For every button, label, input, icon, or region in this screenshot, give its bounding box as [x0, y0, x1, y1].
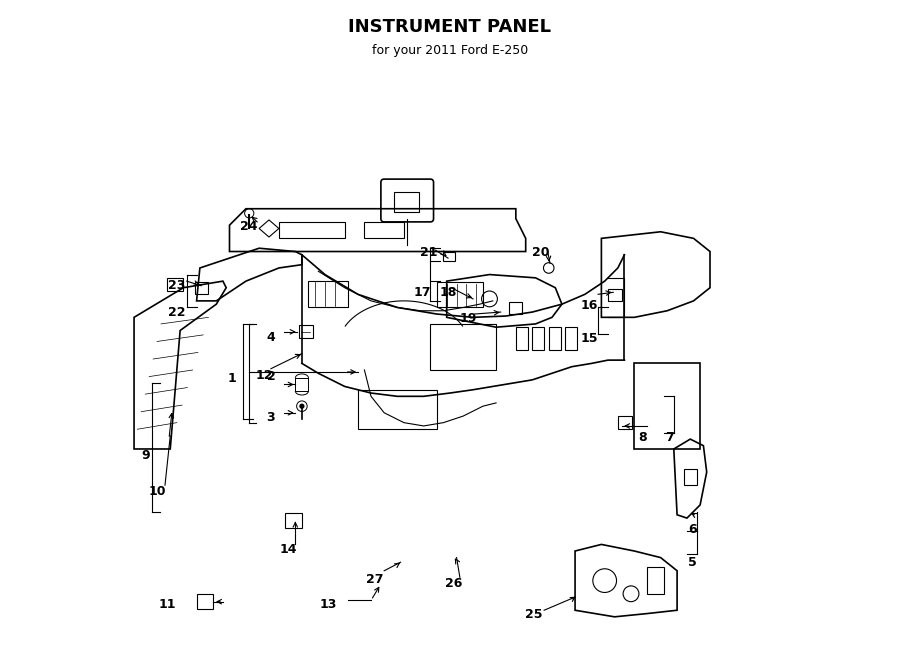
Text: 12: 12: [256, 369, 273, 382]
Bar: [444, 252, 455, 261]
Bar: [647, 567, 664, 594]
Text: 25: 25: [525, 608, 543, 621]
Bar: [436, 282, 483, 307]
Bar: [430, 324, 496, 370]
Bar: [565, 327, 577, 350]
Text: INSTRUMENT PANEL: INSTRUMENT PANEL: [348, 18, 552, 36]
Text: 9: 9: [141, 449, 150, 462]
Text: 5: 5: [688, 556, 697, 568]
Text: 13: 13: [320, 598, 337, 611]
Text: for your 2011 Ford E-250: for your 2011 Ford E-250: [372, 44, 528, 57]
Text: 6: 6: [688, 523, 697, 536]
Bar: [617, 416, 633, 429]
Text: 18: 18: [440, 286, 457, 299]
Bar: [194, 282, 208, 294]
Text: 17: 17: [414, 286, 431, 299]
Text: 16: 16: [580, 299, 598, 312]
Bar: [299, 325, 313, 338]
Text: 23: 23: [168, 279, 185, 292]
Text: 8: 8: [638, 430, 646, 444]
Text: 27: 27: [365, 573, 383, 586]
Bar: [608, 289, 623, 301]
Bar: [167, 278, 184, 291]
Text: 24: 24: [240, 220, 258, 233]
Bar: [634, 364, 700, 449]
Bar: [549, 327, 561, 350]
Bar: [532, 327, 544, 350]
Text: 3: 3: [266, 411, 275, 424]
Text: 22: 22: [168, 305, 185, 319]
Bar: [394, 192, 419, 212]
Bar: [684, 469, 697, 485]
Circle shape: [300, 404, 304, 408]
Bar: [358, 390, 436, 429]
Text: 10: 10: [148, 485, 166, 498]
Text: 20: 20: [532, 247, 550, 259]
Text: 19: 19: [460, 312, 477, 325]
Text: 11: 11: [158, 598, 176, 611]
Bar: [309, 281, 348, 307]
Text: 15: 15: [580, 332, 598, 345]
Bar: [279, 222, 345, 239]
Bar: [196, 594, 213, 609]
Text: 14: 14: [280, 543, 298, 555]
Bar: [285, 514, 302, 528]
Bar: [364, 222, 404, 239]
Text: 21: 21: [420, 247, 437, 259]
Bar: [516, 327, 527, 350]
Text: 2: 2: [266, 370, 275, 383]
Bar: [509, 302, 522, 314]
Text: 7: 7: [665, 430, 673, 444]
Text: 26: 26: [445, 578, 462, 590]
Text: 4: 4: [266, 330, 275, 344]
Text: 1: 1: [227, 372, 236, 385]
